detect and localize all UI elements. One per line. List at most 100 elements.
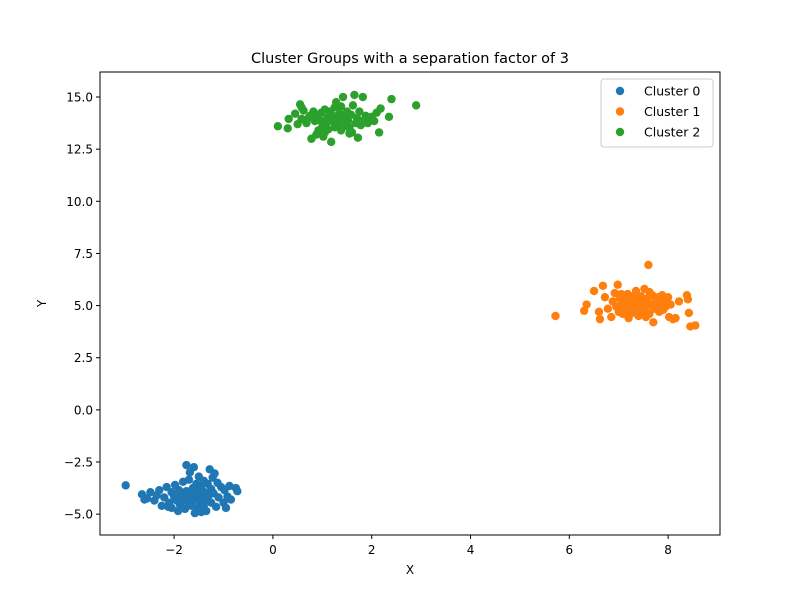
data-point <box>365 113 374 123</box>
x-tick-label: 6 <box>566 543 574 557</box>
data-point <box>211 502 221 512</box>
data-point <box>327 137 336 147</box>
plot-frame <box>99 71 721 536</box>
legend-marker-cluster-0 <box>615 86 625 96</box>
legend-entries: Cluster 0 Cluster 1 Cluster 2 <box>615 84 700 140</box>
data-point <box>312 130 321 139</box>
legend-box <box>600 78 714 148</box>
y-tick-label: 10.0 <box>66 195 93 209</box>
data-point <box>221 503 231 513</box>
data-point <box>185 468 195 477</box>
series-cluster-1 <box>551 260 700 331</box>
data-point <box>649 318 658 327</box>
y-tick-label: 0.0 <box>74 403 93 417</box>
data-point <box>157 501 166 510</box>
data-point <box>226 495 236 504</box>
data-point <box>336 102 346 111</box>
data-point <box>284 114 293 124</box>
data-point <box>636 306 646 315</box>
data-point <box>210 469 219 478</box>
data-point <box>671 313 680 323</box>
data-point <box>644 260 653 270</box>
data-point <box>595 314 605 324</box>
data-point <box>598 281 608 290</box>
data-point <box>594 307 604 317</box>
y-tick-label: 2.5 <box>74 351 93 365</box>
y-tick-label: 12.5 <box>66 143 93 157</box>
data-point <box>233 487 242 496</box>
y-tick-label: −5.0 <box>64 508 93 522</box>
x-axis: −2 0 2 4 6 8 <box>165 535 672 557</box>
data-point <box>353 133 363 142</box>
data-point <box>146 488 155 497</box>
data-point <box>325 115 334 125</box>
legend-label-cluster-1: Cluster 1 <box>644 104 700 119</box>
data-point <box>603 304 613 313</box>
data-point <box>674 297 684 306</box>
legend-label-cluster-2: Cluster 2 <box>644 125 700 140</box>
data-point <box>140 495 149 504</box>
data-point <box>666 300 675 309</box>
data-point <box>610 288 619 298</box>
series-cluster-2 <box>273 90 421 147</box>
x-tick-label: 8 <box>664 543 672 557</box>
data-point <box>631 286 641 296</box>
data-point <box>589 286 599 296</box>
data-point <box>163 502 173 512</box>
data-point <box>290 109 300 118</box>
x-axis-label: X <box>406 563 414 577</box>
chart-title: Cluster Groups with a separation factor … <box>251 51 569 67</box>
data-point <box>345 129 354 138</box>
points-layer <box>121 90 700 518</box>
x-tick-label: −2 <box>165 543 183 557</box>
data-point <box>304 113 313 123</box>
data-point <box>621 308 631 318</box>
data-point <box>374 128 384 137</box>
data-point <box>582 300 591 309</box>
data-point <box>182 460 191 470</box>
data-point <box>551 311 560 321</box>
data-point <box>355 107 364 116</box>
data-point <box>384 112 394 122</box>
data-point <box>645 287 654 297</box>
data-point <box>387 94 396 104</box>
data-point <box>121 481 130 490</box>
x-tick-label: 0 <box>269 543 277 557</box>
data-point <box>684 308 694 318</box>
data-point <box>641 312 651 322</box>
data-point <box>683 295 693 304</box>
legend-label-cluster-0: Cluster 0 <box>644 84 700 99</box>
data-point <box>225 481 234 491</box>
data-point <box>617 289 626 299</box>
data-point <box>358 92 368 102</box>
series-cluster-0 <box>121 460 242 518</box>
data-point <box>691 321 700 330</box>
data-point <box>343 116 353 126</box>
data-point <box>160 493 169 502</box>
data-point <box>297 103 306 112</box>
data-point <box>155 485 164 495</box>
data-point <box>350 90 359 100</box>
data-point <box>613 280 622 289</box>
data-point <box>202 506 211 516</box>
data-point <box>320 128 329 137</box>
legend-marker-cluster-2 <box>615 127 625 137</box>
data-point <box>162 482 171 492</box>
data-point <box>348 101 358 110</box>
x-tick-label: 4 <box>467 543 475 557</box>
y-tick-label: −2.5 <box>64 456 93 470</box>
legend: Cluster 0 Cluster 1 Cluster 2 <box>600 78 714 148</box>
y-axis: −5.0 −2.5 0.0 2.5 5.0 7.5 10.0 12.5 15.0 <box>64 91 100 522</box>
data-point <box>330 103 339 112</box>
data-point <box>376 104 385 113</box>
data-point <box>184 475 194 484</box>
legend-marker-cluster-1 <box>615 107 625 116</box>
data-point <box>214 493 223 502</box>
data-point <box>663 293 673 302</box>
x-tick-label: 2 <box>368 543 376 557</box>
data-point <box>607 312 616 322</box>
y-tick-label: 7.5 <box>74 247 93 261</box>
data-point <box>173 506 183 516</box>
data-point <box>338 92 348 102</box>
